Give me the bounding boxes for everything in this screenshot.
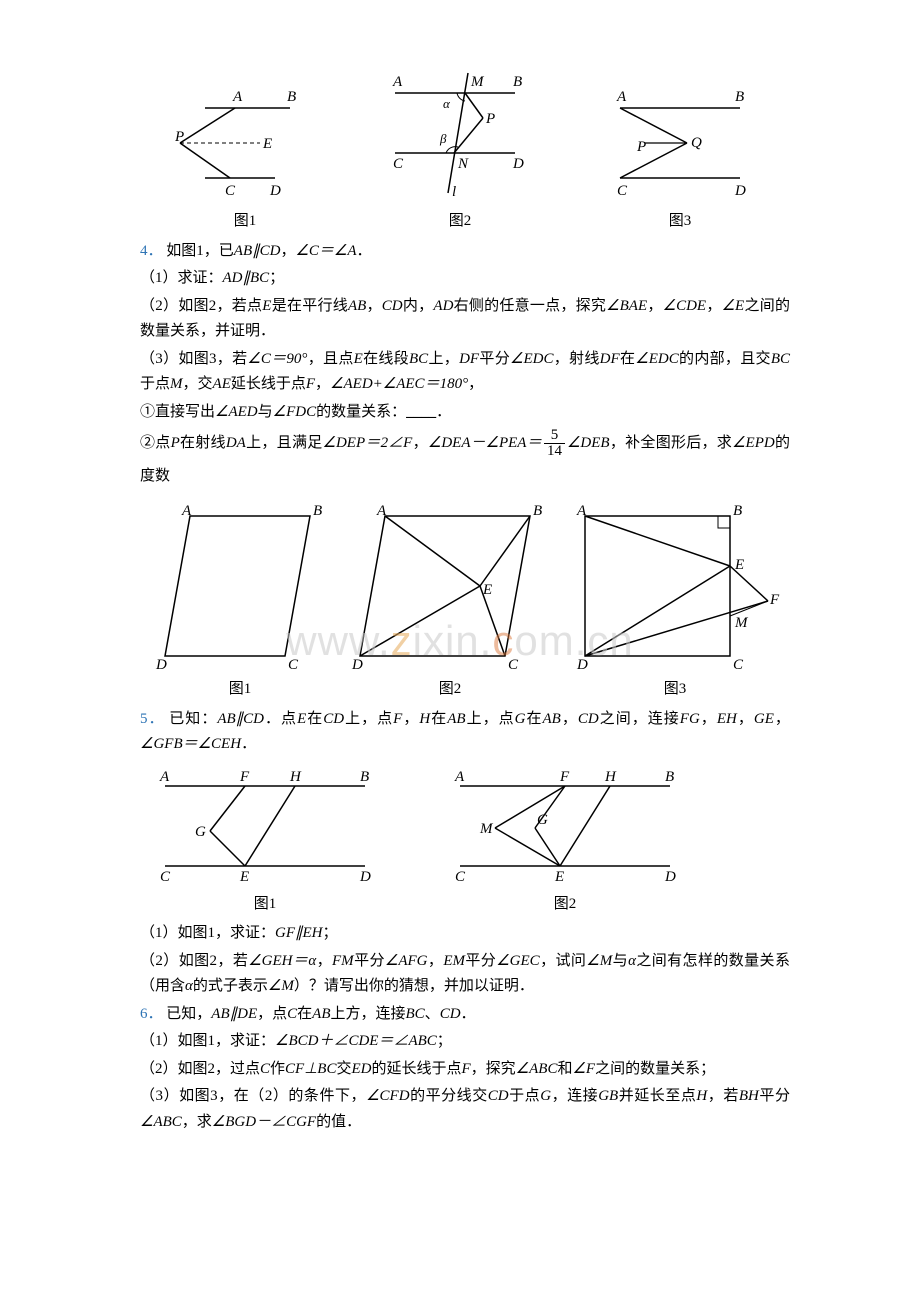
svg-text:A: A: [616, 89, 627, 105]
p6-line3: （2）如图2，过点C作CF⊥BC交ED的延长线于点F，探究∠ABC和∠F之间的数…: [140, 1057, 790, 1083]
svg-text:C: C: [733, 657, 744, 671]
svg-text:A: A: [232, 89, 243, 105]
svg-text:l: l: [452, 184, 456, 200]
svg-text:B: B: [665, 769, 674, 785]
figure-3-2-label: 图2: [554, 892, 577, 918]
figure-set-2: A B D C 图1 A B E D C 图2: [140, 501, 790, 703]
svg-text:E: E: [262, 136, 272, 152]
figure-set-1: A B P E C D 图1 A B: [140, 68, 790, 235]
svg-text:H: H: [289, 769, 302, 785]
svg-text:M: M: [479, 821, 494, 837]
p6-line1: 6． 已知，AB∥DE，点C在AB上方，连接BC、CD．: [140, 1002, 790, 1028]
p5-number: 5．: [140, 711, 165, 727]
svg-text:C: C: [225, 183, 236, 199]
figure-2-1-label: 图1: [229, 677, 252, 703]
svg-text:D: D: [512, 156, 524, 172]
svg-text:D: D: [359, 869, 371, 885]
figure-1-1-label: 图1: [234, 209, 257, 235]
p6-line4: （3）如图3，在（2）的条件下，∠CFD的平分线交CD于点G，连接GB并延长至点…: [140, 1084, 790, 1135]
p5-line4: （2）如图2，若∠GEH＝α，FM平分∠AFG，EM平分∠GEC，试问∠M与α之…: [140, 949, 790, 1000]
p4-line6: ①直接写出∠AED与∠FDC的数量关系：____．: [140, 400, 790, 426]
svg-text:G: G: [537, 812, 548, 828]
p4-line7: ②点P在射线DA上，且满足∠DEP＝2∠F，∠DEA－∠PEA＝514∠DEB，…: [140, 427, 790, 493]
svg-text:D: D: [269, 183, 281, 199]
svg-text:B: B: [360, 769, 369, 785]
figure-2-2: A B E D C 图2: [350, 501, 550, 703]
svg-text:A: A: [576, 503, 587, 519]
svg-text:β: β: [439, 131, 447, 146]
figure-1-2: A B M α P β C D N l 图2: [385, 68, 535, 235]
figure-2-3: A B E F M D C 图3: [570, 501, 780, 703]
svg-text:M: M: [470, 74, 485, 90]
svg-text:A: A: [454, 769, 465, 785]
svg-text:D: D: [734, 183, 746, 199]
svg-text:D: D: [351, 657, 363, 671]
svg-text:E: E: [554, 869, 564, 885]
svg-text:C: C: [288, 657, 299, 671]
svg-text:P: P: [175, 129, 184, 145]
page-container: www.zixin.com.cn A B P E C D 图1: [0, 0, 920, 1197]
svg-text:G: G: [195, 824, 206, 840]
svg-text:F: F: [559, 769, 570, 785]
svg-text:N: N: [457, 156, 469, 172]
p4-number: 4．: [140, 243, 163, 259]
svg-text:B: B: [733, 503, 742, 519]
figure-set-3: A B F H G C D E 图1 A: [150, 766, 790, 918]
figure-1-3: A B P Q C D 图3: [605, 83, 755, 235]
figure-2-2-label: 图2: [439, 677, 462, 703]
p5-line1: 5． 已知：AB∥CD．点E在CD上，点F，H在AB上，点G在AB，CD之间，连…: [140, 707, 790, 758]
svg-text:A: A: [181, 503, 192, 519]
svg-text:B: B: [735, 89, 744, 105]
svg-text:E: E: [734, 557, 744, 573]
svg-text:C: C: [455, 869, 466, 885]
svg-text:A: A: [159, 769, 170, 785]
svg-text:A: A: [376, 503, 387, 519]
p4-line2: （1）求证：AD∥BC；: [140, 266, 790, 292]
svg-text:B: B: [313, 503, 322, 519]
figure-2-1: A B D C 图1: [150, 501, 330, 703]
svg-text:P: P: [636, 139, 646, 155]
p4-line3: （2）如图2，若点E是在平行线AB，CD内，AD右侧的任意一点，探究∠BAE，∠…: [140, 294, 790, 345]
svg-text:B: B: [533, 503, 542, 519]
svg-text:B: B: [287, 89, 296, 105]
figure-3-2: A B F H M G C D E 图2: [440, 766, 690, 918]
svg-text:α: α: [443, 96, 451, 111]
p6-number: 6．: [140, 1006, 163, 1022]
figure-2-3-label: 图3: [664, 677, 687, 703]
svg-text:H: H: [604, 769, 617, 785]
svg-text:C: C: [617, 183, 628, 199]
figure-1-3-label: 图3: [669, 209, 692, 235]
figure-3-1: A B F H G C D E 图1: [150, 766, 380, 918]
svg-text:M: M: [734, 615, 749, 631]
svg-text:F: F: [239, 769, 250, 785]
svg-text:E: E: [239, 869, 249, 885]
svg-text:E: E: [482, 582, 492, 598]
p4-line4: （3）如图3，若∠C＝90°，且点E在线段BC上，DF平分∠EDC，射线DF在∠…: [140, 347, 790, 398]
p4-line1: 4． 如图1，已AB∥CD，∠C＝∠A．: [140, 239, 790, 265]
svg-text:D: D: [664, 869, 676, 885]
p5-line3: （1）如图1，求证：GF∥EH；: [140, 921, 790, 947]
svg-text:C: C: [160, 869, 171, 885]
svg-text:A: A: [392, 74, 403, 90]
p6-line2: （1）如图1，求证：∠BCD＋∠CDE＝∠ABC；: [140, 1029, 790, 1055]
svg-text:D: D: [155, 657, 167, 671]
svg-text:C: C: [393, 156, 404, 172]
figure-3-1-label: 图1: [254, 892, 277, 918]
svg-text:F: F: [769, 592, 780, 608]
svg-text:B: B: [513, 74, 522, 90]
svg-text:P: P: [485, 111, 495, 127]
svg-text:D: D: [576, 657, 588, 671]
figure-1-2-label: 图2: [449, 209, 472, 235]
svg-text:Q: Q: [691, 135, 702, 151]
svg-text:C: C: [508, 657, 519, 671]
figure-1-1: A B P E C D 图1: [175, 83, 315, 235]
